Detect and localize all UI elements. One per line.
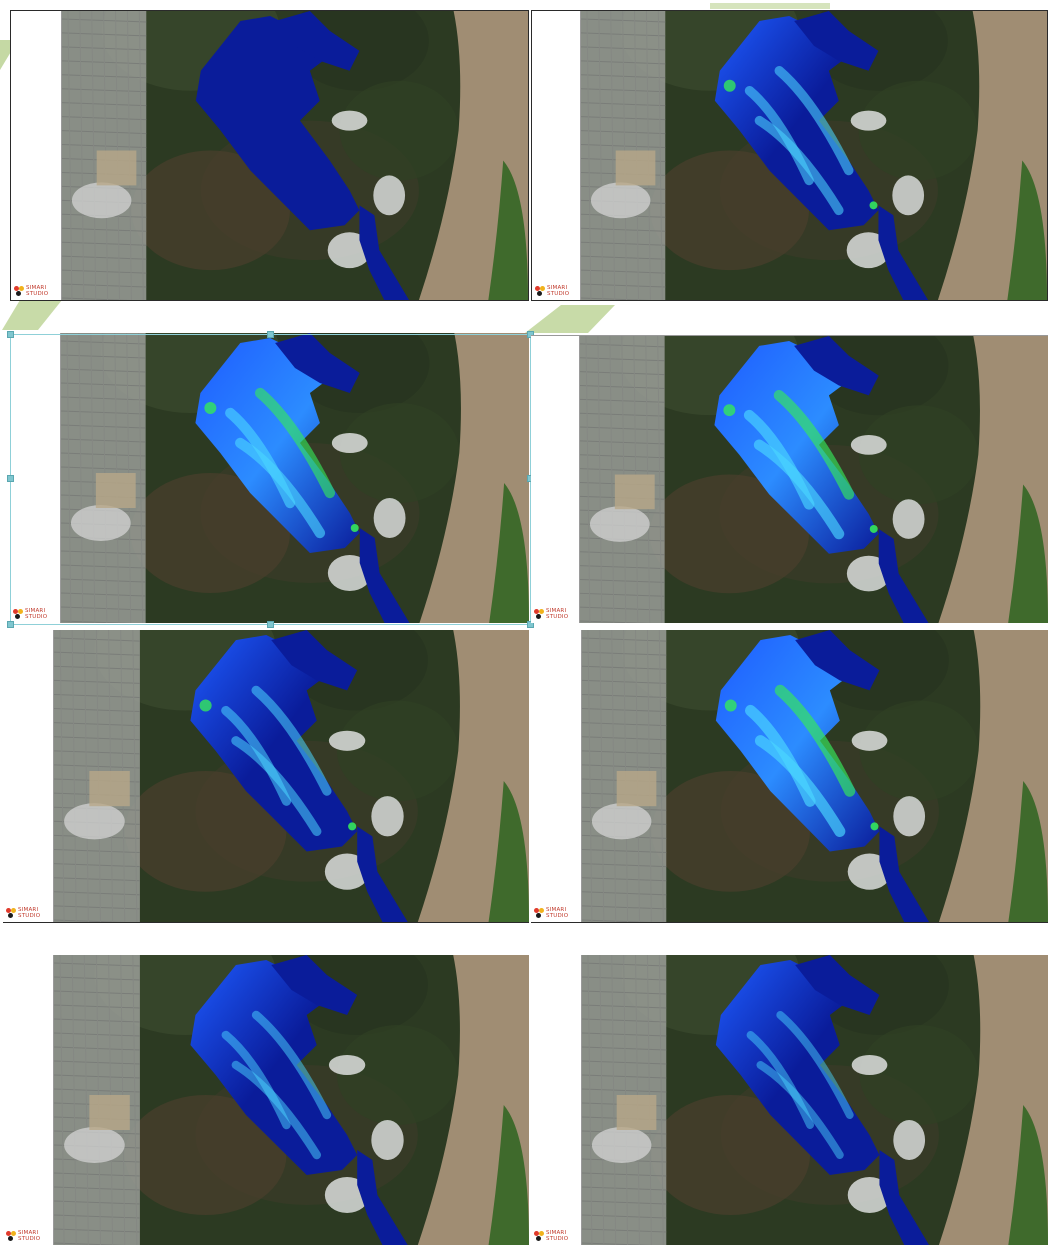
studio-logo: SIMARI STUDIO — [6, 1230, 40, 1242]
flood-extent — [715, 635, 880, 852]
flood-depth-map — [580, 336, 1048, 623]
resize-handle-sw[interactable] — [7, 621, 14, 628]
flood-depth-map — [54, 955, 529, 1245]
satellite-map-svg — [582, 630, 1048, 922]
decorative-accent-top-right — [710, 3, 830, 9]
satellite-map-svg — [54, 955, 529, 1245]
map-panel-selected[interactable]: SIMARI STUDIO — [10, 333, 529, 623]
logo-icon — [6, 1231, 16, 1241]
decorative-accent-left — [2, 300, 62, 330]
satellite-map-svg — [581, 11, 1047, 300]
flood-extent — [195, 338, 360, 553]
logo-text: SIMARI STUDIO — [546, 907, 569, 919]
flood-extent — [714, 340, 879, 554]
satellite-map-svg — [582, 955, 1048, 1245]
panel-sidebar: SIMARI STUDIO — [3, 630, 54, 922]
studio-logo: SIMARI STUDIO — [534, 608, 568, 620]
panel-sidebar: SIMARI STUDIO — [531, 336, 580, 623]
studio-logo: SIMARI STUDIO — [14, 285, 48, 297]
studio-logo: SIMARI STUDIO — [534, 1230, 568, 1242]
flood-depth-map — [582, 955, 1048, 1245]
panel-sidebar: SIMARI STUDIO — [11, 11, 62, 300]
logo-icon — [13, 609, 23, 619]
logo-icon — [534, 609, 544, 619]
studio-logo: SIMARI STUDIO — [6, 907, 40, 919]
flood-depth-map — [62, 11, 528, 300]
map-panel[interactable]: SIMARI STUDIO — [3, 955, 529, 1245]
logo-icon — [14, 286, 24, 296]
flood-extent — [190, 635, 358, 852]
resize-handle-nw[interactable] — [7, 331, 14, 338]
logo-text: SIMARI STUDIO — [546, 1230, 569, 1242]
resize-handle-s[interactable] — [267, 621, 274, 628]
flood-extent — [714, 15, 879, 231]
logo-text: SIMARI STUDIO — [546, 608, 569, 620]
map-panel[interactable]: SIMARI STUDIO — [10, 10, 529, 301]
resize-handle-n[interactable] — [267, 331, 274, 338]
map-panel[interactable]: SIMARI STUDIO — [531, 10, 1048, 301]
flood-depth-map — [581, 11, 1047, 300]
map-panel[interactable]: SIMARI STUDIO — [531, 955, 1048, 1245]
flood-depth-map — [61, 333, 529, 623]
satellite-map-svg — [61, 333, 529, 623]
map-panel[interactable]: SIMARI STUDIO — [3, 630, 529, 923]
map-panel[interactable]: SIMARI STUDIO — [531, 335, 1048, 623]
satellite-map-svg — [54, 630, 529, 922]
panel-sidebar: SIMARI STUDIO — [532, 11, 581, 300]
map-panel[interactable]: SIMARI STUDIO — [531, 630, 1048, 923]
flood-extent — [195, 15, 360, 231]
resize-handle-w[interactable] — [7, 475, 14, 482]
panel-sidebar: SIMARI STUDIO — [10, 333, 61, 623]
resize-handle-se[interactable] — [527, 621, 534, 628]
logo-text: SIMARI STUDIO — [18, 907, 41, 919]
logo-icon — [6, 908, 16, 918]
studio-logo: SIMARI STUDIO — [534, 907, 568, 919]
panel-sidebar: SIMARI STUDIO — [531, 630, 582, 922]
flood-extent — [715, 960, 880, 1175]
logo-icon — [535, 286, 545, 296]
panel-sidebar: SIMARI STUDIO — [3, 955, 54, 1245]
flood-depth-map — [54, 630, 529, 922]
satellite-map-svg — [62, 11, 528, 300]
flood-extent — [190, 960, 358, 1175]
decorative-accent-mid — [525, 305, 615, 333]
logo-text: SIMARI STUDIO — [547, 285, 570, 297]
logo-text: SIMARI STUDIO — [25, 608, 48, 620]
studio-logo: SIMARI STUDIO — [13, 608, 47, 620]
resize-handle-ne[interactable] — [527, 331, 534, 338]
studio-logo: SIMARI STUDIO — [535, 285, 569, 297]
flood-depth-map — [582, 630, 1048, 922]
logo-icon — [534, 1231, 544, 1241]
logo-text: SIMARI STUDIO — [26, 285, 49, 297]
panel-sidebar: SIMARI STUDIO — [531, 955, 582, 1245]
logo-text: SIMARI STUDIO — [18, 1230, 41, 1242]
logo-icon — [534, 908, 544, 918]
satellite-map-svg — [580, 336, 1048, 623]
